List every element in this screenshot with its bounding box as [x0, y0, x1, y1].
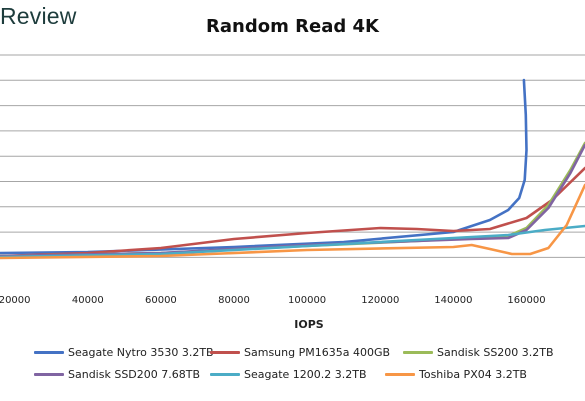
series-lines [0, 78, 585, 260]
x-tick-label: 20000 [0, 295, 31, 306]
legend-swatch [34, 373, 64, 376]
x-tick-label: 120000 [361, 295, 399, 306]
series-line-6 [0, 183, 585, 260]
chart-legend: Seagate Nytro 3530 3.2TB Samsung PM1635a … [0, 346, 585, 401]
x-tick-label: 60000 [145, 295, 177, 306]
series-line-2 [0, 166, 585, 258]
legend-swatch [385, 373, 415, 376]
legend-item: Sandisk SSD200 7.68TB [34, 368, 200, 381]
site-logo: Review [0, 3, 77, 29]
series-line-5 [0, 224, 585, 259]
legend-item: Seagate 1200.2 3.2TB [210, 368, 367, 381]
x-tick-label: 40000 [72, 295, 104, 306]
chart-title: Random Read 4K [206, 16, 379, 37]
legend-label: Sandisk SSD200 7.68TB [68, 368, 201, 381]
x-axis-label: IOPS [294, 318, 324, 331]
legend-label: Seagate 1200.2 3.2TB [244, 368, 367, 381]
legend-item: Seagate Nytro 3530 3.2TB [34, 346, 214, 359]
x-tick-label: 140000 [434, 295, 472, 306]
legend-swatch [210, 373, 240, 376]
legend-swatch [34, 351, 64, 354]
legend-label: Sandisk SS200 3.2TB [437, 346, 554, 359]
series-line-4 [0, 143, 585, 258]
legend-item: Toshiba PX04 3.2TB [385, 368, 527, 381]
legend-item: Samsung PM1635a 400GB [210, 346, 390, 359]
legend-label: Toshiba PX04 3.2TB [419, 368, 527, 381]
series-line-1 [0, 78, 528, 255]
legend-swatch [210, 351, 240, 354]
legend-swatch [403, 351, 433, 354]
x-tick-label: 100000 [288, 295, 326, 306]
legend-label: Samsung PM1635a 400GB [244, 346, 391, 359]
legend-label: Seagate Nytro 3530 3.2TB [68, 346, 214, 359]
x-axis-tick-labels: 20000 40000 60000 80000 100000 120000 140000 16… [0, 295, 546, 306]
x-tick-label: 80000 [218, 295, 250, 306]
x-tick-label: 160000 [507, 295, 545, 306]
legend-item: Sandisk SS200 3.2TB [403, 346, 554, 359]
